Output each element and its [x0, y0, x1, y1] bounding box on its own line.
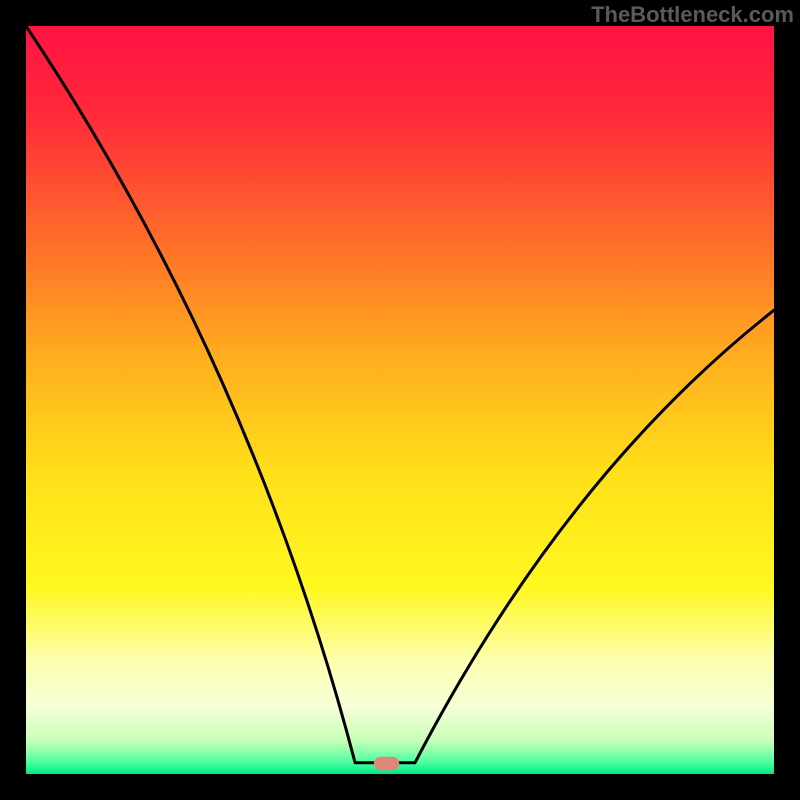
chart-frame: TheBottleneck.com	[0, 0, 800, 800]
watermark-text: TheBottleneck.com	[591, 2, 794, 28]
optimal-point-marker	[374, 757, 399, 770]
gradient-background	[26, 26, 774, 774]
bottleneck-chart	[0, 0, 800, 800]
